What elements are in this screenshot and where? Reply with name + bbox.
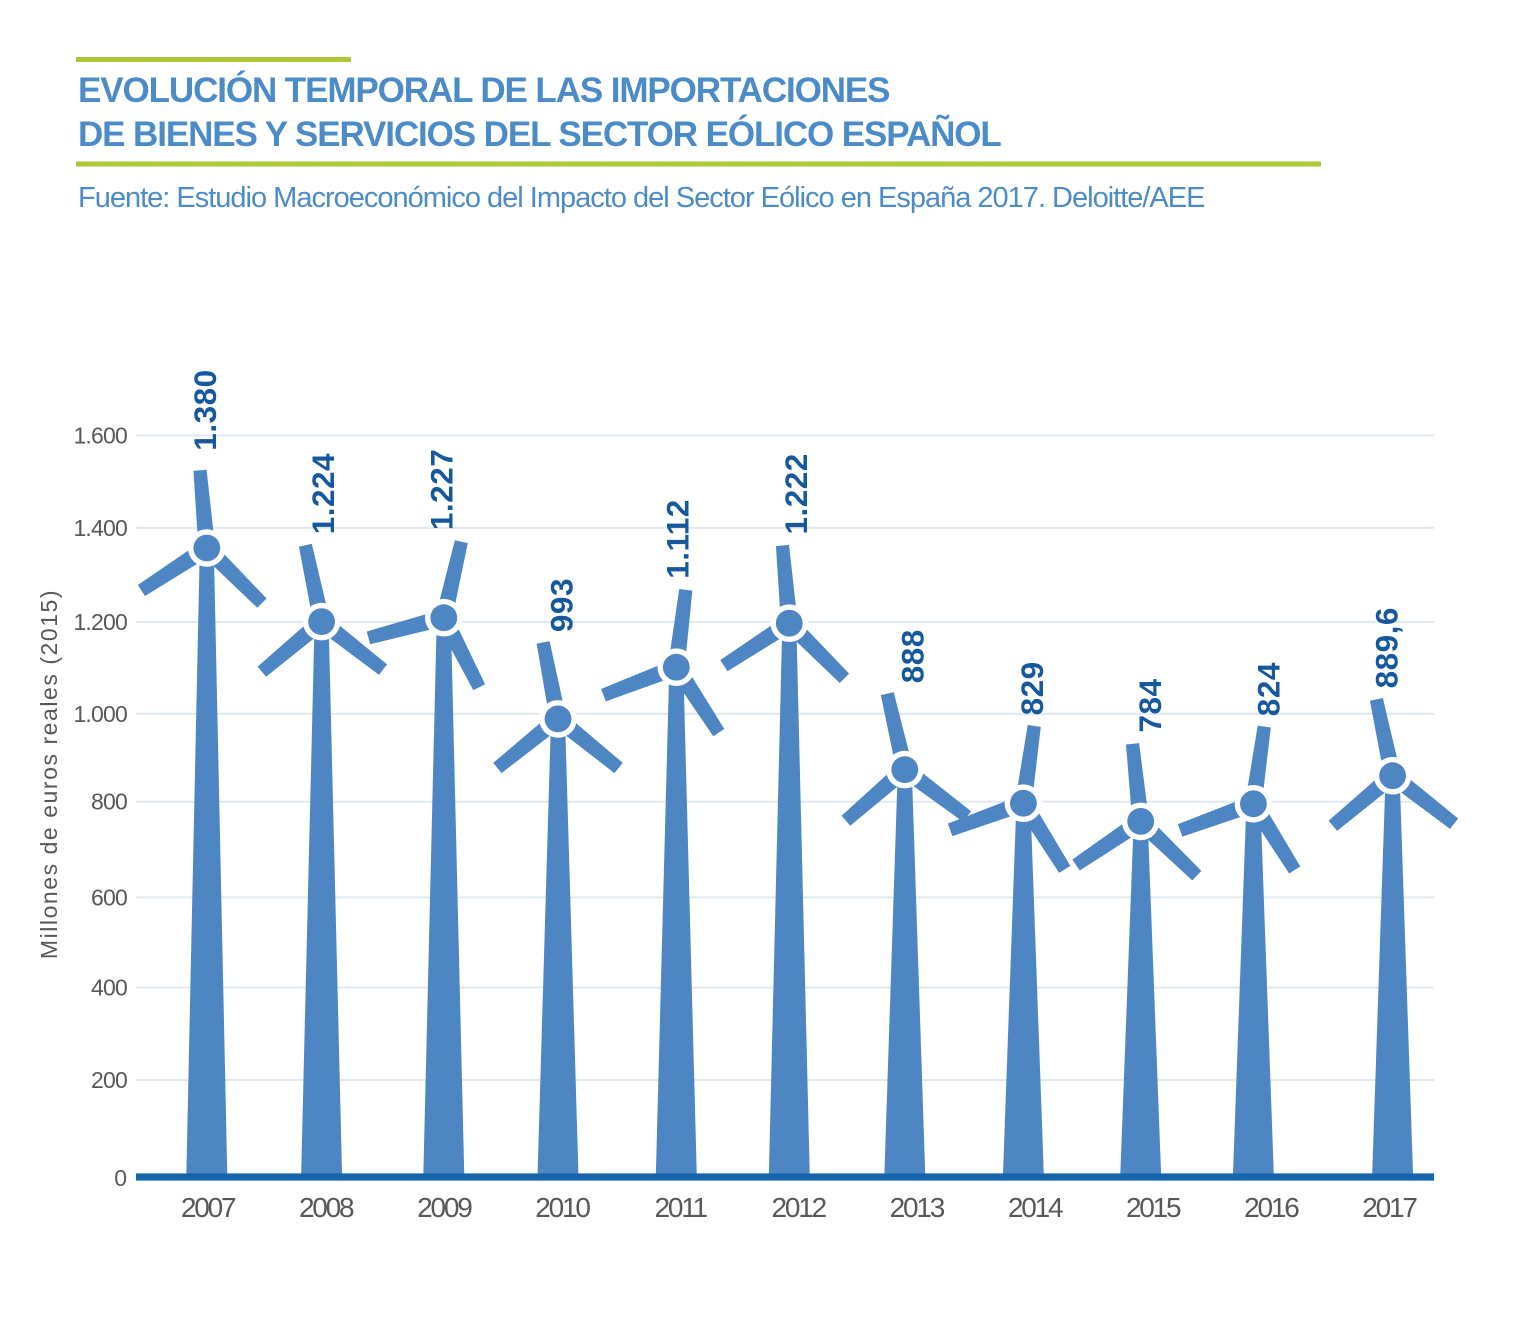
svg-text:1.200: 1.200: [73, 609, 127, 635]
svg-text:2015: 2015: [1126, 1192, 1181, 1223]
svg-text:1.227: 1.227: [423, 449, 459, 530]
svg-text:1.224: 1.224: [305, 453, 341, 534]
svg-text:824: 824: [1250, 662, 1286, 716]
svg-text:600: 600: [91, 884, 127, 910]
svg-text:2008: 2008: [299, 1192, 354, 1223]
svg-text:2009: 2009: [417, 1192, 472, 1223]
svg-text:784: 784: [1132, 678, 1168, 732]
svg-text:2016: 2016: [1244, 1192, 1299, 1223]
svg-text:1.222: 1.222: [778, 453, 814, 534]
svg-text:1.112: 1.112: [660, 499, 696, 579]
svg-text:400: 400: [91, 975, 127, 1001]
svg-text:889,6: 889,6: [1369, 607, 1405, 688]
svg-text:2012: 2012: [772, 1192, 827, 1223]
svg-text:2007: 2007: [181, 1192, 236, 1223]
svg-text:2014: 2014: [1008, 1192, 1063, 1223]
svg-text:800: 800: [91, 789, 127, 815]
svg-text:1.600: 1.600: [73, 423, 127, 449]
svg-text:1.000: 1.000: [73, 701, 127, 727]
svg-text:888: 888: [894, 629, 930, 683]
svg-text:2017: 2017: [1362, 1192, 1417, 1223]
svg-text:1.400: 1.400: [73, 515, 127, 541]
svg-text:Millones de euros reales (2015: Millones de euros reales (2015): [36, 589, 62, 959]
svg-text:1.380: 1.380: [187, 369, 223, 450]
svg-text:200: 200: [91, 1067, 127, 1093]
svg-text:Fuente: Estudio Macroeconómico: Fuente: Estudio Macroeconómico del Impac…: [78, 182, 1205, 214]
svg-text:DE BIENES Y SERVICIOS DEL SECT: DE BIENES Y SERVICIOS DEL SECTOR EÓLICO …: [78, 114, 1001, 154]
svg-text:2011: 2011: [654, 1192, 707, 1223]
svg-text:EVOLUCIÓN TEMPORAL DE LAS IMPO: EVOLUCIÓN TEMPORAL DE LAS IMPORTACIONES: [78, 70, 889, 110]
svg-text:993: 993: [543, 578, 579, 632]
svg-text:2010: 2010: [535, 1192, 590, 1223]
svg-text:2013: 2013: [890, 1192, 945, 1223]
svg-text:0: 0: [114, 1165, 127, 1191]
svg-text:829: 829: [1014, 661, 1050, 715]
